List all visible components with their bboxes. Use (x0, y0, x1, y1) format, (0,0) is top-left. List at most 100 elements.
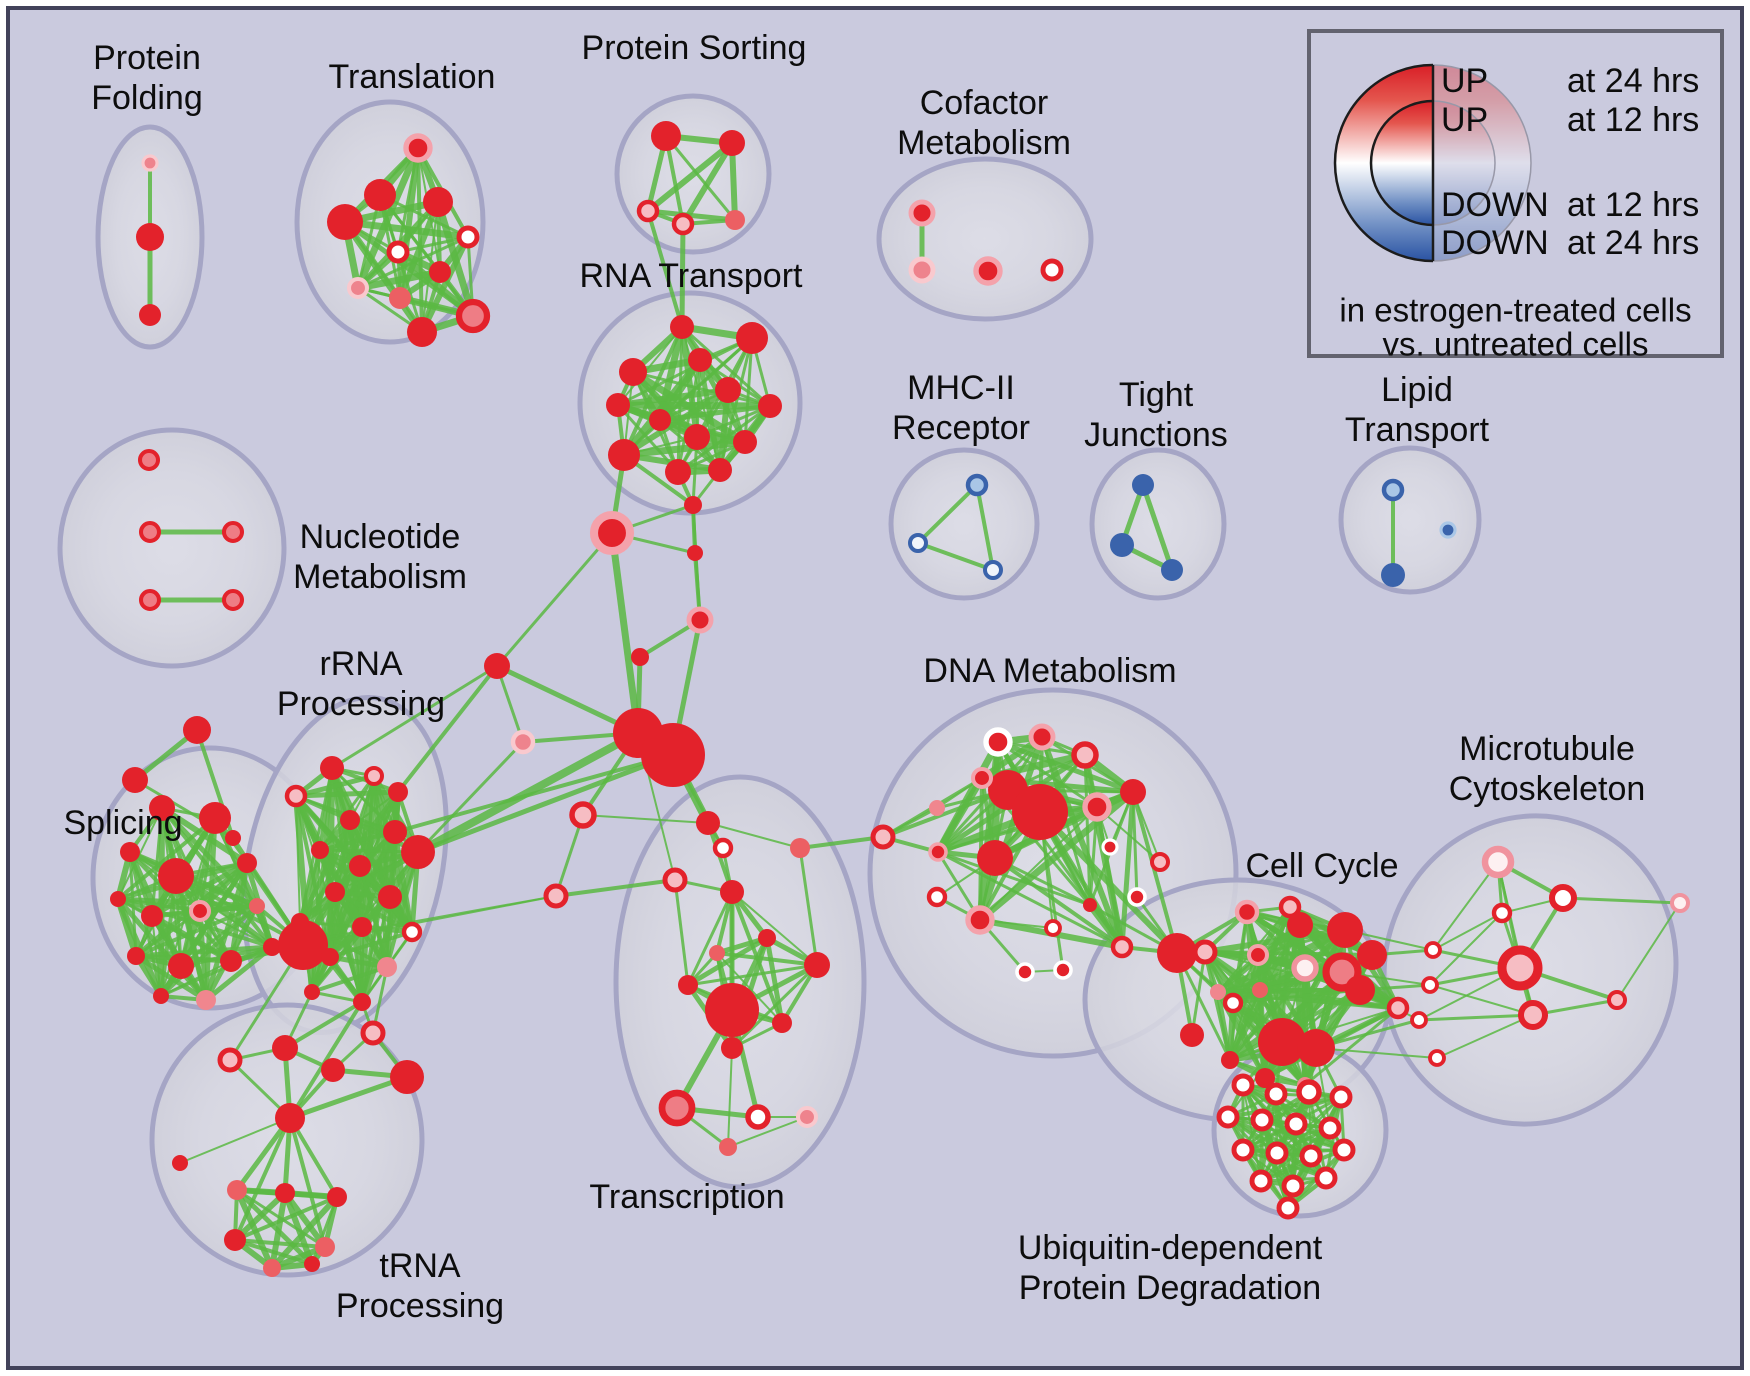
node-ub4 (1329, 1085, 1353, 1109)
cluster-label-ub: Protein Degradation (1019, 1269, 1321, 1307)
node-hubB (641, 723, 705, 787)
node-rt1 (670, 315, 694, 339)
node-pf2 (136, 223, 164, 251)
node-ub2 (1264, 1082, 1288, 1106)
node-rt4 (688, 348, 712, 372)
node-tn2 (275, 1183, 295, 1203)
edge (614, 401, 774, 410)
node-pf3 (139, 304, 161, 326)
node-cc1 (1234, 899, 1260, 925)
node-nu4 (138, 588, 162, 612)
cluster-label-tj: Junctions (1084, 416, 1228, 454)
node-ub7 (1284, 1112, 1308, 1136)
node-mt3 (1491, 902, 1513, 924)
node-nu5 (221, 588, 245, 612)
edge (685, 935, 770, 988)
cluster-label-pf: Protein (93, 39, 201, 77)
node-tx15 (719, 1138, 737, 1156)
edge (330, 664, 499, 770)
edge (415, 752, 676, 855)
node-rr9 (349, 855, 371, 877)
node-rt11 (608, 439, 640, 471)
node-cc17 (1255, 1068, 1275, 1088)
edge (1429, 984, 1534, 1016)
node-pf1 (141, 154, 159, 172)
node-dn2 (1028, 723, 1056, 751)
node-sph (278, 920, 328, 970)
node-tj1 (1132, 474, 1154, 496)
node-ub3 (1296, 1079, 1322, 1105)
edge (727, 1116, 808, 1148)
node-dnD (1157, 933, 1197, 973)
edge (680, 140, 735, 227)
node-cc16 (1297, 1029, 1335, 1067)
node-rr4 (284, 784, 308, 808)
edge (680, 325, 772, 408)
edge (1260, 1095, 1343, 1122)
node-ub9 (1231, 1138, 1255, 1162)
node-sp5 (237, 853, 257, 873)
node-rt14 (684, 496, 702, 514)
node-tx11 (721, 1037, 743, 1059)
edge (134, 904, 259, 958)
node-tx6 (709, 945, 725, 961)
node-br2 (217, 1047, 243, 1073)
node-ps5 (725, 210, 745, 230)
legend-direction-label-3: DOWN (1441, 224, 1549, 262)
node-cf3 (973, 256, 1003, 286)
edge (554, 813, 585, 898)
edge (359, 849, 421, 1005)
node-dn13 (926, 886, 948, 908)
node-cc14 (1386, 996, 1410, 1020)
edge (495, 531, 614, 668)
node-ub15 (1314, 1166, 1338, 1190)
node-dn7 (928, 842, 948, 862)
node-dn19 (1110, 935, 1134, 959)
cluster-label-nu: Nucleotide (300, 518, 461, 556)
node-cc4 (1246, 943, 1270, 967)
node-ub13 (1249, 1169, 1273, 1193)
edge (282, 1190, 328, 1250)
node-ub6 (1250, 1108, 1274, 1132)
node-nu1 (137, 448, 161, 472)
node-th (275, 1103, 305, 1133)
node-rr10 (325, 882, 345, 902)
node-ub14 (1281, 1174, 1305, 1198)
edge (494, 663, 641, 736)
edge (134, 909, 202, 958)
node-dn12 (1127, 887, 1147, 907)
node-ch2 (687, 545, 703, 561)
edge (1259, 1148, 1346, 1183)
node-tn5 (315, 1237, 335, 1257)
node-cc3 (1192, 939, 1218, 965)
node-dnC (977, 840, 1013, 876)
legend-time-label-1: at 12 hrs (1567, 101, 1699, 139)
node-dn4 (970, 766, 994, 790)
edge (288, 1000, 364, 1120)
edge (396, 235, 470, 254)
edge (1436, 1014, 1534, 1059)
cluster-label-pf: Folding (91, 79, 203, 117)
node-sp8 (188, 899, 212, 923)
edge (764, 935, 785, 1026)
edge (233, 1238, 327, 1249)
edge (916, 541, 995, 572)
edge (679, 221, 686, 330)
node-mt4 (1497, 945, 1543, 991)
legend-caption-line-1: vs. untreated cells (1383, 326, 1649, 363)
edge (393, 753, 675, 834)
edge (360, 895, 392, 1004)
node-tn1 (227, 1180, 247, 1200)
edge (916, 483, 979, 545)
edge (288, 1116, 327, 1249)
cluster-ellipse-lp (1338, 445, 1482, 595)
cluster-ellipse-cf (876, 156, 1094, 322)
node-tx1 (696, 811, 720, 835)
node-rr3 (388, 782, 408, 802)
node-rt12 (665, 459, 691, 485)
cluster-label-sp: Splicing (63, 804, 182, 842)
node-cc10 (1210, 984, 1226, 1000)
node-br3 (321, 1058, 345, 1082)
node-sp10 (127, 947, 145, 965)
